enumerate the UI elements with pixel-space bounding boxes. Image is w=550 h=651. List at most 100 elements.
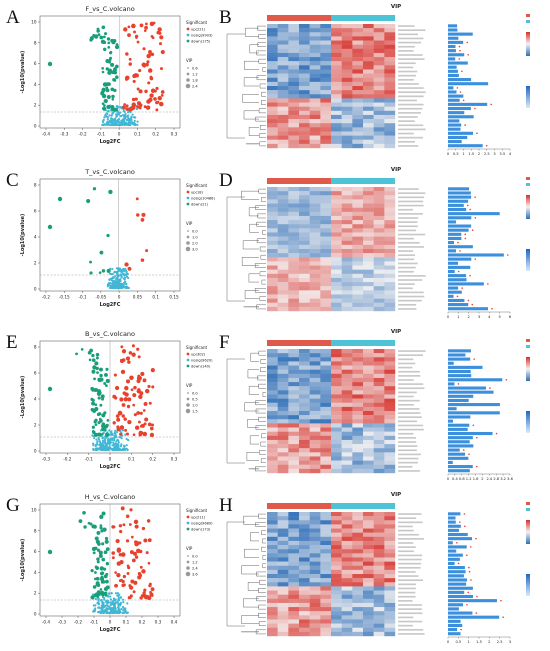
heatmap-cell	[288, 435, 300, 441]
heatmap-cell	[352, 394, 364, 399]
heatmap-cell	[341, 357, 353, 362]
heatmap-cell	[277, 353, 289, 358]
heatmap-cell	[309, 77, 321, 83]
up-point	[147, 561, 151, 565]
nosig-point	[116, 272, 119, 275]
heatmap-cell	[331, 249, 342, 254]
heatmap-cell	[277, 98, 289, 103]
heatmap-cell	[352, 106, 364, 111]
heatmap-cell	[267, 373, 278, 379]
vip-size-label: 1.0	[192, 236, 198, 240]
down-point	[101, 593, 105, 597]
heatmap-cell	[309, 232, 321, 237]
heatmap-cell	[331, 452, 342, 457]
heatmap-cell	[320, 549, 332, 554]
significance-mark	[485, 144, 488, 147]
x-tick-label: 0.1	[134, 132, 141, 137]
row-label-marks	[398, 513, 425, 635]
heatmap-cell	[341, 236, 353, 241]
heatmap-cell	[320, 106, 332, 111]
vip-bar	[448, 628, 458, 632]
up-point	[145, 551, 149, 555]
heatmap-cell	[277, 110, 289, 116]
heatmap-cell	[352, 549, 364, 554]
vip-bar	[448, 369, 471, 374]
heatmap-cell	[309, 419, 321, 424]
heatmap-cell	[320, 191, 332, 196]
heatmap-cell	[341, 520, 353, 525]
heatmap-cell	[299, 448, 310, 453]
heatmap-cell	[331, 44, 342, 49]
nosig-point	[107, 282, 110, 285]
vip-bar	[448, 512, 461, 516]
heatmap-cell	[309, 187, 321, 192]
up-point	[134, 425, 140, 430]
down-point	[93, 577, 97, 581]
heatmap-cell	[373, 294, 385, 299]
row-label-mark	[398, 295, 425, 298]
down-point	[99, 377, 104, 382]
heatmap-cell	[320, 390, 332, 395]
heatmap-cell	[288, 615, 300, 620]
vip-bar	[448, 394, 474, 398]
heatmap-cell	[384, 357, 396, 362]
heatmap-cell	[373, 377, 385, 383]
heatmap-cell	[352, 110, 364, 116]
heatmap-cell	[309, 195, 321, 200]
up-point	[151, 423, 155, 427]
heatmap-cell	[384, 44, 396, 49]
heatmap-title: VIP	[391, 167, 401, 173]
heatmap-cell	[352, 269, 364, 274]
heatmap-cell	[384, 411, 396, 416]
heatmap-cell	[309, 290, 321, 295]
heatmap-cell	[331, 565, 342, 571]
heatmap-cell	[320, 306, 332, 312]
heatmap-cell	[384, 361, 396, 366]
heatmap-cell	[331, 240, 342, 246]
heatmap-cell	[309, 94, 321, 99]
heatmap-cell	[363, 619, 374, 624]
nosig-point	[124, 607, 127, 610]
heatmap-cell	[341, 73, 353, 78]
heatmap-cell	[288, 282, 300, 287]
down-point	[114, 44, 120, 50]
vip-tick-label: 1	[462, 152, 464, 156]
heatmap-cell	[277, 36, 289, 41]
heatmap-cell	[277, 631, 289, 637]
heatmap-cell	[331, 582, 342, 587]
up-point	[135, 36, 138, 39]
heatmap-cell	[320, 452, 332, 457]
heatmap-cell	[384, 236, 396, 241]
heatmap-cell	[277, 240, 289, 246]
down-point	[105, 561, 110, 566]
heatmap-cell	[277, 549, 289, 554]
heatmap-cell	[277, 135, 289, 140]
group-bar-control	[331, 178, 395, 184]
row-label-mark	[398, 145, 419, 147]
heatmap-cell	[363, 369, 374, 374]
up-point	[125, 379, 131, 384]
vip-bar	[448, 465, 473, 469]
heatmap-cell	[373, 611, 385, 616]
heatmap-cell	[373, 269, 385, 274]
down-point	[89, 271, 93, 275]
heatmap-cell	[277, 369, 289, 374]
heatmap-cell	[352, 290, 364, 295]
heatmap-cell	[267, 448, 278, 453]
down-point	[94, 403, 98, 407]
up-point	[133, 413, 137, 417]
nosig-point	[123, 611, 126, 614]
down-point	[96, 560, 100, 564]
legend-swatch	[186, 352, 190, 356]
heatmap-cell	[384, 106, 396, 111]
heatmap-cell	[288, 448, 300, 453]
nosig-point	[127, 118, 130, 121]
heatmap-cell	[309, 456, 321, 461]
heatmap-cell	[352, 90, 364, 95]
heatmap-cell	[384, 512, 396, 517]
up-point	[143, 29, 147, 32]
vip-bar	[448, 199, 469, 203]
heatmap-cell	[384, 545, 396, 550]
heatmap-cell	[299, 423, 310, 428]
up-point	[142, 409, 146, 412]
